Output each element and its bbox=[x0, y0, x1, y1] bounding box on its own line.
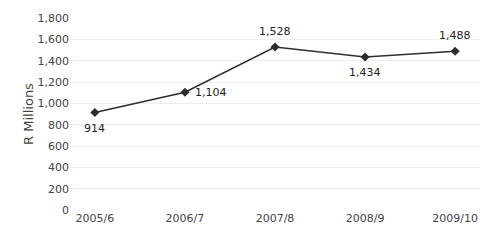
svg-text:1,000: 1,000 bbox=[38, 97, 70, 110]
svg-text:800: 800 bbox=[48, 119, 69, 132]
svg-text:R Millions: R Millions bbox=[21, 83, 36, 145]
svg-text:1,488: 1,488 bbox=[439, 29, 471, 42]
svg-text:400: 400 bbox=[48, 161, 69, 174]
svg-text:200: 200 bbox=[48, 183, 69, 196]
svg-text:2009/10: 2009/10 bbox=[432, 212, 478, 225]
svg-text:1,104: 1,104 bbox=[195, 86, 227, 99]
svg-text:600: 600 bbox=[48, 140, 69, 153]
svg-text:2007/8: 2007/8 bbox=[256, 212, 295, 225]
svg-text:2005/6: 2005/6 bbox=[76, 212, 115, 225]
svg-text:1,434: 1,434 bbox=[349, 66, 381, 79]
svg-text:2006/7: 2006/7 bbox=[166, 212, 205, 225]
svg-text:1,600: 1,600 bbox=[38, 33, 70, 46]
svg-text:2008/9: 2008/9 bbox=[346, 212, 385, 225]
svg-text:1,800: 1,800 bbox=[38, 12, 70, 25]
svg-text:1,528: 1,528 bbox=[259, 25, 291, 38]
svg-text:1,200: 1,200 bbox=[38, 76, 70, 89]
svg-text:914: 914 bbox=[84, 122, 105, 135]
svg-text:0: 0 bbox=[62, 204, 69, 217]
svg-text:1,400: 1,400 bbox=[38, 55, 70, 68]
